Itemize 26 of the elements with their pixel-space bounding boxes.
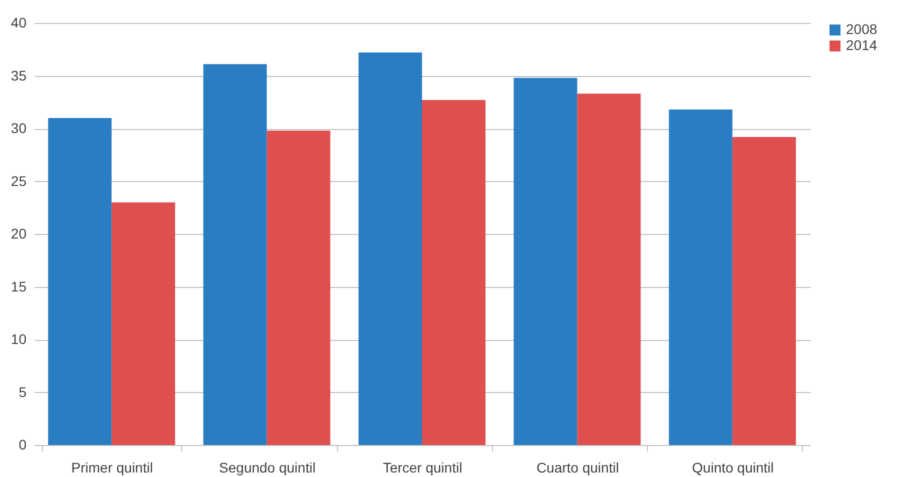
bar (358, 52, 422, 445)
y-tick-label: 25 (10, 172, 27, 189)
x-tick-label: Quinto quintil (692, 460, 774, 476)
y-tick-label: 20 (10, 226, 27, 242)
y-tick-label: 35 (10, 67, 27, 84)
y-tick-label: 5 (18, 384, 27, 400)
x-tick-label: Cuarto quintil (536, 460, 619, 476)
bar (203, 64, 267, 445)
x-tick-label: Segundo quintil (219, 460, 316, 476)
legend-label: 2008 (846, 21, 878, 37)
y-tick-label: 40 (10, 14, 27, 30)
bar (48, 118, 112, 445)
y-tick-label: 30 (10, 120, 27, 136)
y-tick-label: 0 (18, 436, 27, 452)
bar (732, 136, 796, 445)
bar (266, 130, 330, 445)
y-tick-label: 15 (10, 278, 27, 294)
bar (514, 78, 578, 445)
y-tick-label: 10 (10, 331, 27, 347)
x-tick-label: Primer quintil (71, 460, 153, 476)
legend-label: 2014 (846, 37, 878, 53)
x-tick-label: Tercer quintil (382, 460, 462, 476)
bar (422, 100, 486, 445)
bar (668, 110, 732, 445)
bar (577, 94, 641, 445)
bar (112, 202, 176, 445)
